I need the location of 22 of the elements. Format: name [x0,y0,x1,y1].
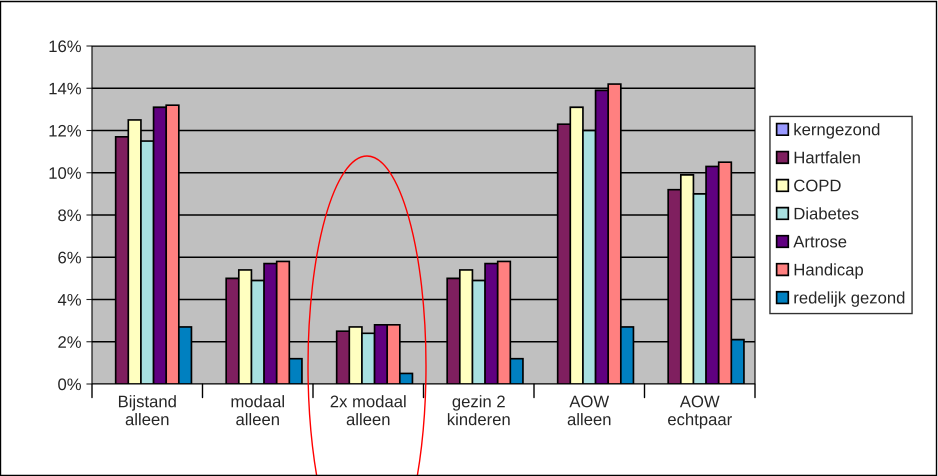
legend-label: COPD [794,180,841,192]
x-tick-label: Bijstand alleen [118,395,176,426]
x-tick-label: 2x modaal alleen [330,395,406,426]
y-tick-label: 0% [58,378,81,390]
legend-label: Artrose [793,236,846,248]
x-tick-label: AOW alleen [568,396,610,426]
legend-label: kerngezond [794,123,880,139]
y-tick-label: 10% [49,167,81,179]
y-tick-label: 6% [58,252,81,264]
x-tick-label: AOW echtpaar [668,396,732,429]
y-tick-label: 2% [58,336,81,348]
x-tick-label: gezin 2 kinderen [448,395,510,426]
legend-label: redelijk gezond [794,291,904,307]
y-tick-label: 16% [49,40,81,52]
y-tick-label: 8% [58,209,81,222]
y-tick-label: 12% [49,124,81,137]
legend-label: Diabetes [794,207,858,220]
x-tick-label: modaal alleen [232,395,284,426]
y-tick-label: 4% [58,294,81,306]
legend-label: Hartfalen [794,151,860,164]
legend-label: Handicap [794,263,864,279]
y-tick-label: 14% [49,82,81,94]
